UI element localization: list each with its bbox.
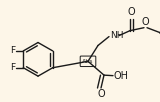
Text: F: F [10, 46, 15, 55]
Text: Abs: Abs [82, 59, 94, 64]
Text: O: O [97, 89, 105, 99]
Text: O: O [127, 7, 135, 17]
FancyBboxPatch shape [80, 56, 96, 67]
Text: OH: OH [114, 71, 129, 81]
Text: O: O [141, 17, 149, 27]
Text: NH: NH [110, 31, 124, 40]
Text: F: F [10, 63, 15, 72]
